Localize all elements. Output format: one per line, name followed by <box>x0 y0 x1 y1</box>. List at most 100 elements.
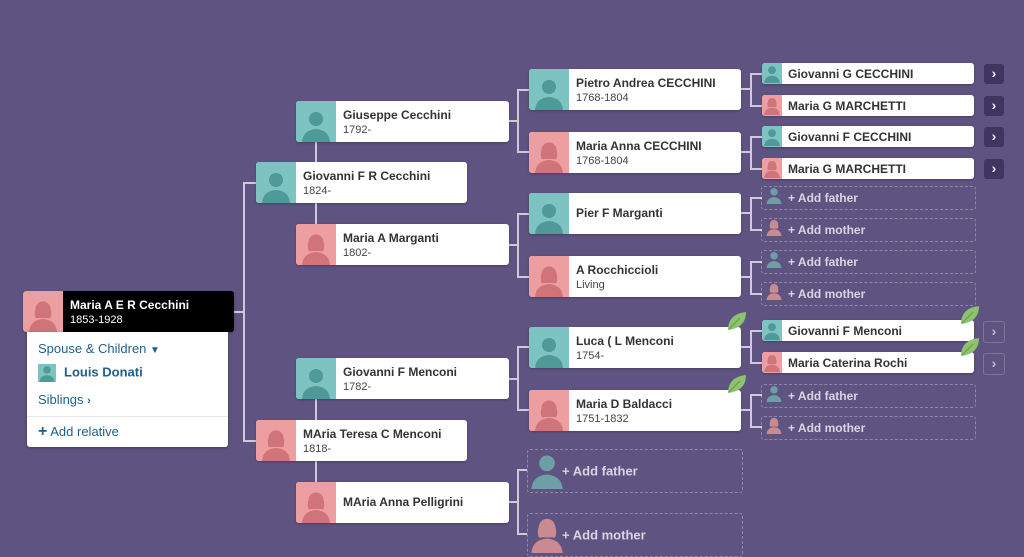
add-mother-button[interactable]: + Add mother <box>761 416 976 440</box>
male-placeholder-icon <box>530 451 564 492</box>
person-avatar <box>23 291 63 332</box>
expand-ancestors-button[interactable]: › <box>983 321 1005 343</box>
person-actions-panel: Spouse & Children ▼ Louis Donati Sibling… <box>27 332 228 447</box>
male-silhouette-icon <box>531 455 563 489</box>
male-silhouette-icon <box>766 386 782 402</box>
person-card[interactable]: Maria G MARCHETTI <box>762 95 974 116</box>
add-father-button[interactable]: + Add father <box>761 250 976 274</box>
female-silhouette-icon <box>302 492 330 523</box>
plus-icon: + <box>788 191 798 205</box>
expand-ancestors-button[interactable]: › <box>983 353 1005 375</box>
female-silhouette-icon <box>764 97 780 115</box>
plus-icon: + <box>788 421 798 435</box>
plus-icon: + <box>38 423 48 440</box>
leaf-hint-icon[interactable] <box>726 310 748 332</box>
person-card[interactable]: Giovanni F CECCHINI <box>762 126 974 147</box>
male-placeholder-icon <box>766 250 782 271</box>
root-person-card[interactable]: Maria A E R Cecchini 1853-1928 <box>23 291 234 332</box>
divider <box>27 416 228 417</box>
person-avatar <box>762 158 782 179</box>
female-silhouette-icon <box>764 354 780 372</box>
person-card[interactable]: Giovanni F Menconi <box>762 320 974 341</box>
person-card[interactable]: Luca ( L Menconi 1754- <box>529 327 741 368</box>
expand-ancestors-button[interactable]: › <box>984 64 1004 84</box>
expand-ancestors-button[interactable]: › <box>984 127 1004 147</box>
person-card[interactable]: Pier F Marganti <box>529 193 741 234</box>
leaf-hint-icon[interactable] <box>959 304 981 326</box>
person-avatar <box>529 193 569 234</box>
add-mother-text: Add mother <box>572 527 646 543</box>
chevron-right-icon: › <box>87 395 91 407</box>
person-card[interactable]: Maria D Baldacci 1751-1832 <box>529 390 741 431</box>
male-silhouette-icon <box>302 112 330 142</box>
person-card[interactable]: A Rocchiccioli Living <box>529 256 741 297</box>
person-card[interactable]: MAria Anna Pelligrini <box>296 482 509 523</box>
male-silhouette-icon <box>535 204 563 234</box>
male-placeholder-icon <box>766 186 782 207</box>
siblings-link[interactable]: Siblings › <box>38 392 91 407</box>
person-dates: 1751-1832 <box>576 412 629 425</box>
male-silhouette-icon <box>535 338 563 368</box>
female-silhouette-icon <box>764 160 780 178</box>
spouse-children-toggle[interactable]: Spouse & Children ▼ <box>38 341 160 356</box>
siblings-label: Siblings <box>38 392 84 407</box>
female-placeholder-icon <box>766 218 782 239</box>
person-avatar <box>529 256 569 297</box>
add-relative-button[interactable]: + Add relative <box>38 423 119 440</box>
male-silhouette-icon <box>764 323 780 340</box>
add-mother-text: Add mother <box>797 421 866 435</box>
person-dates: 1853-1928 <box>70 313 123 326</box>
add-mother-button[interactable]: + Add mother <box>527 513 743 557</box>
person-avatar <box>256 162 296 203</box>
male-silhouette-icon <box>262 173 290 203</box>
spouse-name: Louis Donati <box>64 364 143 380</box>
add-father-button[interactable]: + Add father <box>761 384 976 408</box>
add-mother-label: + Add mother <box>788 421 865 435</box>
chevron-right-icon: › <box>991 323 997 339</box>
add-father-text: Add father <box>572 463 638 479</box>
add-father-button[interactable]: + Add father <box>527 449 743 493</box>
person-card[interactable]: Maria Anna CECCHINI 1768-1804 <box>529 132 741 173</box>
person-name: Maria D Baldacci <box>576 396 673 411</box>
expand-ancestors-button[interactable]: › <box>984 159 1004 179</box>
male-silhouette-icon <box>535 80 563 110</box>
female-placeholder-icon <box>530 515 564 556</box>
person-card[interactable]: Maria G MARCHETTI <box>762 158 974 179</box>
person-card[interactable]: Giovanni G CECCHINI <box>762 63 974 84</box>
person-card[interactable]: Giuseppe Cecchini 1792- <box>296 101 509 142</box>
female-placeholder-icon <box>766 282 782 303</box>
expand-ancestors-button[interactable]: › <box>984 96 1004 116</box>
add-father-label: + Add father <box>788 389 858 403</box>
add-mother-text: Add mother <box>797 223 866 237</box>
spouse-link[interactable]: Louis Donati <box>38 364 143 382</box>
person-avatar <box>529 132 569 173</box>
person-card[interactable]: Pietro Andrea CECCHINI 1768-1804 <box>529 69 741 110</box>
chevron-right-icon: › <box>991 128 997 144</box>
person-dates: 1782- <box>343 380 372 393</box>
person-avatar <box>296 224 336 265</box>
person-name: Maria G MARCHETTI <box>788 98 907 113</box>
plus-icon: + <box>788 389 798 403</box>
leaf-hint-icon[interactable] <box>959 336 981 358</box>
person-dates: 1754- <box>576 349 605 362</box>
person-card[interactable]: Giovanni F R Cecchini 1824- <box>256 162 467 203</box>
person-card[interactable]: Maria Caterina Rochi <box>762 352 974 373</box>
person-card[interactable]: Giovanni F Menconi 1782- <box>296 358 509 399</box>
person-name: Maria A Marganti <box>343 230 439 245</box>
add-mother-button[interactable]: + Add mother <box>761 282 976 306</box>
leaf-hint-icon[interactable] <box>726 373 748 395</box>
person-card[interactable]: Maria A Marganti 1802- <box>296 224 509 265</box>
male-silhouette-icon <box>764 129 780 146</box>
add-relative-label: Add relative <box>50 424 119 439</box>
female-silhouette-icon <box>535 142 563 173</box>
add-mother-label: + Add mother <box>562 528 646 543</box>
female-silhouette-icon <box>535 266 563 297</box>
male-silhouette-icon <box>766 252 782 268</box>
add-father-button[interactable]: + Add father <box>761 186 976 210</box>
female-silhouette-icon <box>29 301 57 332</box>
female-silhouette-icon <box>766 283 782 300</box>
add-mother-button[interactable]: + Add mother <box>761 218 976 242</box>
female-silhouette-icon <box>262 430 290 461</box>
person-card[interactable]: MAria Teresa C Menconi 1818- <box>256 420 467 461</box>
spouse-children-label: Spouse & Children <box>38 341 147 356</box>
